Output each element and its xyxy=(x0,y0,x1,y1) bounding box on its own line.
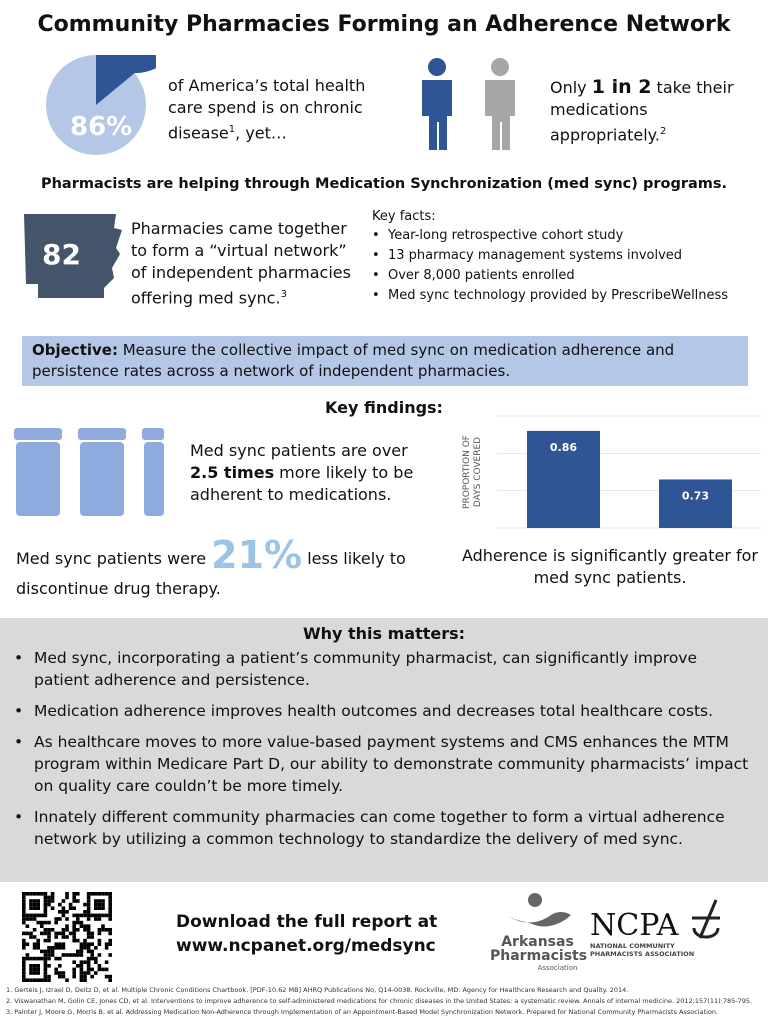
bar xyxy=(527,430,600,528)
stat1-text: of America’s total health care spend is … xyxy=(168,76,366,143)
pill-bottles-icon xyxy=(14,428,164,516)
pie-chart-86 xyxy=(46,55,156,155)
list-item: Innately different community pharmacies … xyxy=(0,806,768,850)
list-item: Year-long retrospective cohort study xyxy=(372,226,762,246)
network-text: Pharmacies came together to form a “virt… xyxy=(131,219,351,308)
pharmacy-count: 82 xyxy=(42,238,81,271)
page-title: Community Pharmacies Forming an Adherenc… xyxy=(37,12,731,37)
data-label: 0.73 xyxy=(682,489,709,502)
bar xyxy=(659,479,732,528)
subtitle: Pharmacists are helping through Medicati… xyxy=(40,176,728,192)
list-item: Med sync, incorporating a patient’s comm… xyxy=(0,647,768,691)
y-axis-label: PROPORTION OFDAYS COVERED xyxy=(462,435,483,509)
download-text: Download the full report at www.ncpanet.o… xyxy=(176,912,438,956)
why-section: Why this matters: Med sync, incorporatin… xyxy=(0,618,768,882)
chart-caption: Adherence is significantly greater for m… xyxy=(461,546,759,587)
ncpa-logo: NCPA NATIONAL COMMUNITY PHARMACISTS ASSOC… xyxy=(590,908,695,959)
stat2-text: Only 1 in 2 take their medications appro… xyxy=(550,76,734,145)
data-label: 0.86 xyxy=(550,441,577,454)
key-facts-heading: Key facts: xyxy=(372,209,436,224)
findings-heading: Key findings: xyxy=(325,398,443,417)
download-link[interactable]: www.ncpanet.org/medsync xyxy=(176,936,436,956)
footnotes: 1. Gerteis J, Izrael D, Deitz D, et al. … xyxy=(6,986,753,1016)
arkansas-map-icon xyxy=(24,214,122,298)
qr-code[interactable] xyxy=(22,892,112,982)
finding-1: Med sync patients are over 2.5 times mor… xyxy=(190,441,414,504)
list-item: Med sync technology provided by Prescrib… xyxy=(372,286,762,306)
objective-box: Objective: Measure the collective impact… xyxy=(22,336,748,386)
key-facts: Key facts: Year-long retrospective cohor… xyxy=(372,208,762,306)
mortar-pestle-icon xyxy=(692,899,720,939)
list-item: Medication adherence improves health out… xyxy=(0,700,768,722)
list-item: Over 8,000 patients enrolled xyxy=(372,266,762,286)
people-icon xyxy=(422,58,515,150)
adherence-bar-chart: PROPORTION OFDAYS COVERED 0.86 0.73 xyxy=(462,415,761,529)
why-heading: Why this matters: xyxy=(302,624,466,643)
finding-2: Med sync patients were 21% less likely t… xyxy=(16,533,406,598)
arkansas-pharmacists-logo: Arkansas Pharmacists Association xyxy=(490,893,587,972)
pie-value: 86% xyxy=(70,112,133,142)
list-item: 13 pharmacy management systems involved xyxy=(372,246,762,266)
list-item: As healthcare moves to more value-based … xyxy=(0,731,768,797)
